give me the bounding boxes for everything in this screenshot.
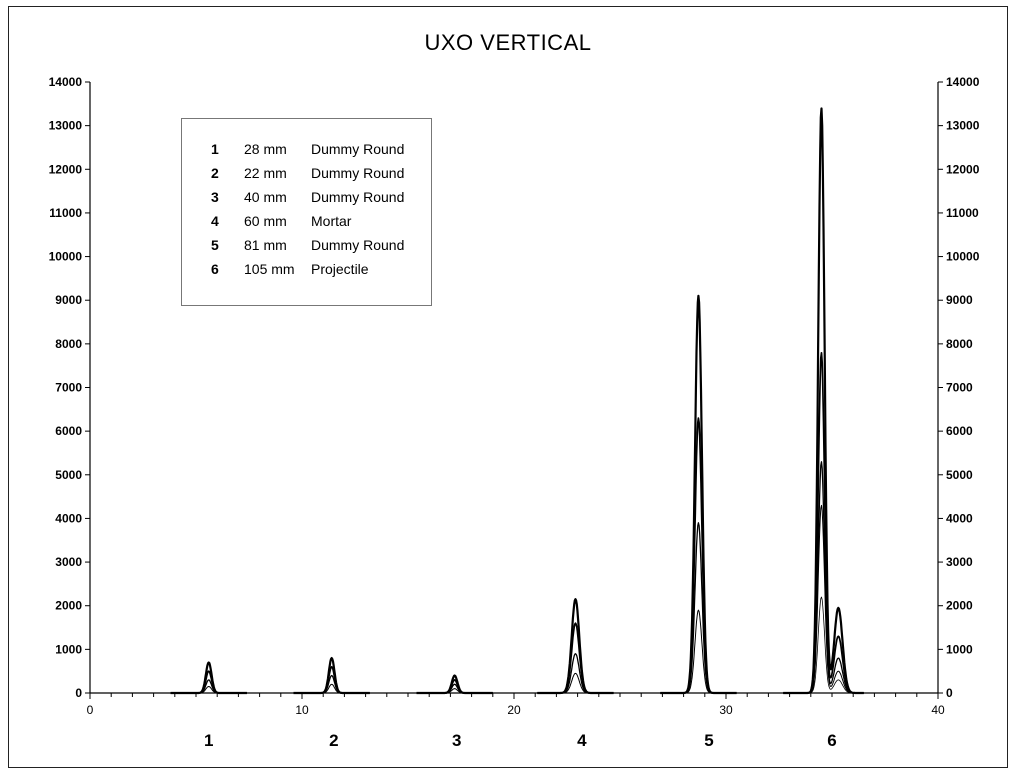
y-tick-label-right: 7000 [946, 381, 973, 395]
peak-curve-1 [170, 670, 248, 694]
peak-curve-6 [783, 461, 864, 694]
y-tick-label-left: 11000 [49, 206, 82, 220]
y-tick-label-left: 5000 [55, 468, 82, 482]
legend-description: Dummy Round [311, 189, 405, 205]
y-tick-label-left: 9000 [55, 293, 82, 307]
legend-number: 6 [211, 261, 219, 277]
peak-curve-5 [660, 522, 737, 694]
y-tick-label-right: 10000 [946, 250, 980, 264]
target-label: 3 [452, 731, 461, 750]
legend-size: 105 mm [244, 261, 295, 277]
peak-curve-1 [170, 661, 248, 695]
y-tick-label-right: 6000 [946, 424, 973, 438]
peak-curve-3 [416, 679, 494, 694]
y-tick-label-right: 5000 [946, 468, 973, 482]
target-label: 1 [204, 731, 213, 750]
legend-number: 2 [211, 165, 219, 181]
y-tick-label-right: 13000 [946, 119, 980, 133]
y-tick-label-left: 4000 [55, 511, 82, 525]
y-tick-label-left: 8000 [55, 337, 82, 351]
legend-size: 40 mm [244, 189, 287, 205]
x-tick-label: 40 [931, 703, 945, 717]
series-lines [170, 107, 865, 695]
legend-size: 60 mm [244, 213, 287, 229]
legend-number: 4 [211, 213, 219, 229]
peak-curve-6 [783, 596, 864, 694]
target-label: 6 [827, 731, 836, 750]
x-tick-label: 20 [507, 703, 521, 717]
target-label: 5 [704, 731, 713, 750]
y-tick-label-left: 1000 [55, 642, 82, 656]
peak-curve-4 [536, 598, 615, 695]
legend-description: Mortar [311, 213, 352, 229]
target-label: 4 [577, 731, 587, 750]
peak-curve-5 [660, 609, 737, 694]
peak-curve-2 [293, 665, 371, 694]
chart-frame [8, 6, 1008, 768]
y-tick-label-right: 11000 [946, 206, 979, 220]
y-tick-label-right: 4000 [946, 511, 973, 525]
legend-description: Projectile [311, 261, 369, 277]
legend-number: 5 [211, 237, 219, 253]
legend-size: 81 mm [244, 237, 287, 253]
target-label: 2 [329, 731, 338, 750]
y-tick-label-left: 7000 [55, 381, 82, 395]
peak-curve-4 [537, 622, 614, 694]
peak-curve-2 [293, 683, 370, 694]
x-tick-label: 10 [295, 703, 309, 717]
peak-curve-5 [659, 294, 738, 695]
y-tick-label-right: 9000 [946, 293, 973, 307]
y-tick-label-right: 2000 [946, 599, 973, 613]
y-tick-label-left: 10000 [49, 250, 83, 264]
y-tick-label-left: 2000 [55, 599, 82, 613]
legend-box: 1 28 mm Dummy Round 2 22 mm Dummy Round 3 40 mm… [181, 118, 432, 306]
y-tick-label-right: 3000 [946, 555, 973, 569]
peak-curve-3 [416, 688, 493, 694]
peak-curve-6 [783, 504, 864, 694]
x-tick-label: 30 [719, 703, 733, 717]
y-tick-label-left: 6000 [55, 424, 82, 438]
y-tick-label-right: 14000 [946, 75, 980, 89]
peak-curve-5 [660, 417, 737, 694]
y-tick-label-left: 0 [75, 686, 82, 700]
legend-description: Dummy Round [311, 237, 405, 253]
legend-size: 22 mm [244, 165, 287, 181]
y-tick-label-right: 8000 [946, 337, 973, 351]
y-tick-label-left: 13000 [49, 119, 83, 133]
y-tick-label-right: 1000 [946, 642, 973, 656]
legend-number: 3 [211, 189, 219, 205]
legend-description: Dummy Round [311, 141, 405, 157]
legend-size: 28 mm [244, 141, 287, 157]
legend-description: Dummy Round [311, 165, 405, 181]
y-tick-label-right: 0 [946, 686, 953, 700]
y-tick-label-right: 12000 [946, 162, 980, 176]
axes [85, 81, 943, 699]
x-tick-label: 0 [87, 703, 94, 717]
chart-title: UXO VERTICAL [424, 30, 592, 55]
y-tick-label-left: 14000 [49, 75, 83, 89]
legend-number: 1 [211, 141, 219, 157]
y-tick-label-left: 3000 [55, 555, 82, 569]
peak-curve-4 [537, 672, 614, 694]
y-tick-label-left: 12000 [49, 162, 83, 176]
peak-curve-1 [170, 686, 247, 694]
